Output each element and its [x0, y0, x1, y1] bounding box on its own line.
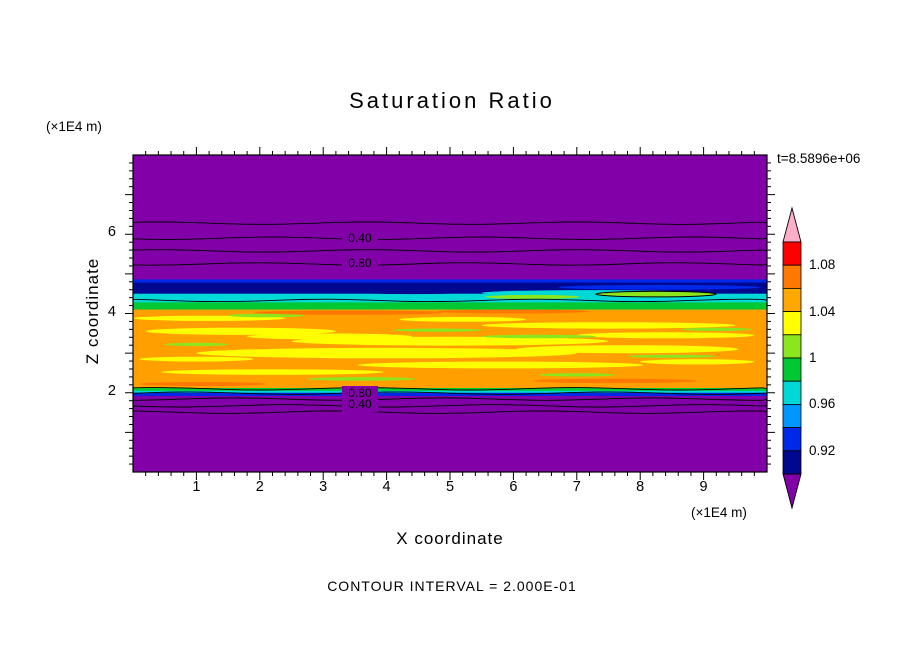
colorbar-cell [782, 403, 802, 428]
colorbar-cell [782, 241, 802, 266]
colorbar-tick-label: 0.92 [809, 442, 836, 458]
colorbar [782, 206, 802, 510]
colorbar-cell [782, 427, 802, 452]
colorbar-cell [782, 357, 802, 382]
contour-lines-layer [133, 221, 767, 414]
colorbar-cell [782, 380, 802, 405]
y-tick-label: 4 [107, 303, 116, 320]
time-label: t=8.5896e+06 [777, 151, 861, 166]
contour-line-label: 0.40 [341, 397, 378, 413]
contour-line-label: 0.40 [341, 231, 378, 246]
colorbar-cell [782, 450, 802, 475]
x-tick-label: 3 [319, 479, 328, 495]
colorbar-cell [782, 287, 802, 312]
bands-layer [133, 155, 767, 472]
contour-line-label: 0.80 [341, 255, 378, 271]
contour-line-label: 0.80 [341, 385, 378, 401]
colorbar-tick-label: 0.96 [809, 396, 836, 412]
y-tick-label: 6 [107, 224, 116, 241]
x-tick-label: 5 [445, 479, 455, 495]
x-tick-label: 1 [192, 479, 201, 495]
streaks-layer [133, 284, 761, 386]
x-axis-label: X coordinate [396, 529, 504, 548]
colorbar-cell [782, 264, 802, 289]
colorbar-tick-label: 1.08 [809, 257, 836, 273]
axis-ticks [125, 147, 775, 480]
colorbar-cell [782, 311, 802, 336]
x-tick-label: 7 [572, 479, 581, 495]
y-axis-unit: (×1E4 m) [46, 119, 102, 134]
x-tick-label: 4 [382, 479, 391, 495]
colorbar-bottom-arrow [782, 473, 802, 510]
colorbar-cell [782, 334, 802, 359]
colorbar-top-arrow [782, 206, 802, 243]
y-tick-label: 2 [107, 382, 116, 399]
x-tick-label: 2 [255, 479, 264, 495]
x-tick-label: 6 [509, 479, 518, 495]
colorbar-tick-label: 1 [809, 350, 817, 365]
contour-interval-note: CONTOUR INTERVAL = 2.000E-01 [327, 578, 577, 594]
x-tick-label: 9 [699, 479, 708, 495]
x-tick-label: 8 [636, 479, 645, 495]
x-axis-unit: (×1E4 m) [691, 505, 747, 520]
colorbar-tick-label: 1.04 [809, 303, 836, 319]
chart-title: Saturation Ratio [349, 88, 555, 113]
